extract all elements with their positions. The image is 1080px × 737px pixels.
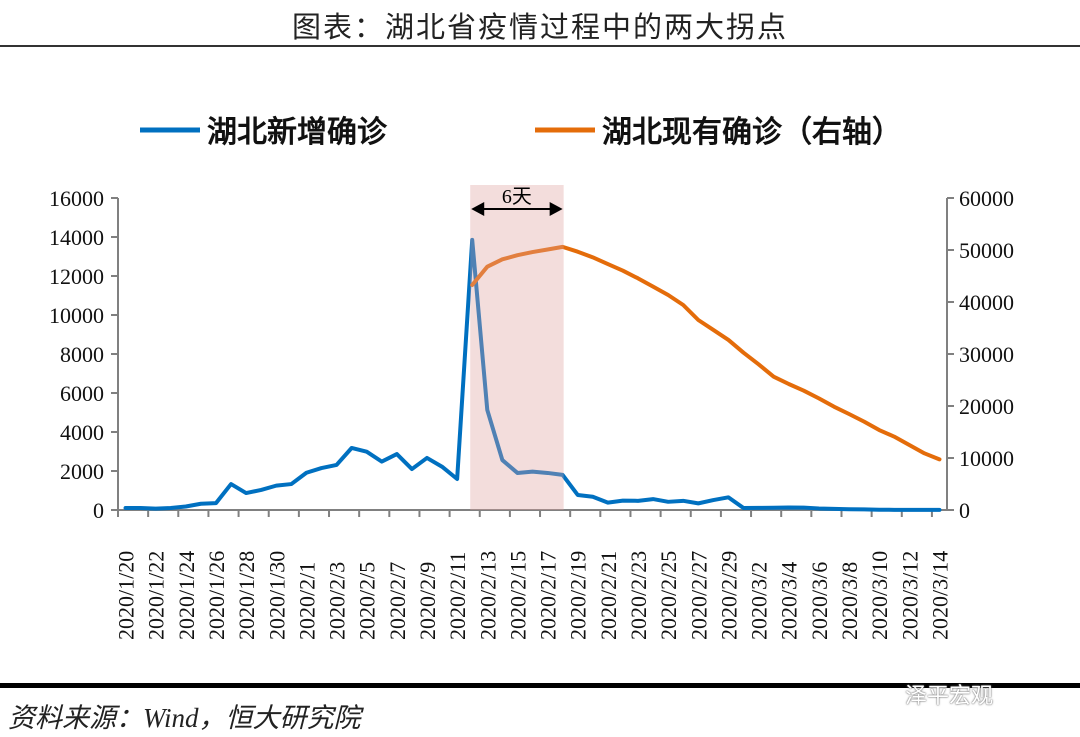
x-tick-label: 2020/2/11 bbox=[445, 552, 470, 640]
x-tick-label: 2020/2/13 bbox=[475, 551, 500, 640]
x-tick-label: 2020/2/27 bbox=[686, 551, 711, 640]
left-tick-label: 14000 bbox=[49, 225, 104, 250]
right-tick-label: 30000 bbox=[959, 342, 1014, 367]
x-tick-label: 2020/2/19 bbox=[566, 551, 591, 640]
x-tick-label: 2020/3/12 bbox=[897, 551, 922, 640]
watermark: 泽平宏观 bbox=[905, 683, 994, 708]
arrow-right-head bbox=[549, 202, 563, 216]
right-tick-label: 10000 bbox=[959, 446, 1014, 471]
right-tick-label: 40000 bbox=[959, 290, 1014, 315]
x-tick-label: 2020/2/1 bbox=[294, 562, 319, 640]
x-tick-label: 2020/1/24 bbox=[174, 551, 199, 640]
x-tick-label: 2020/1/22 bbox=[144, 551, 169, 640]
x-tick-label: 2020/1/30 bbox=[264, 551, 289, 640]
x-tick-label: 2020/2/15 bbox=[505, 551, 530, 640]
source-note: 资料来源：Wind，恒大研究院 bbox=[8, 703, 361, 733]
duration-label: 6天 bbox=[502, 186, 532, 208]
x-tick-label: 2020/2/23 bbox=[626, 551, 651, 640]
left-tick-label: 0 bbox=[93, 498, 104, 523]
x-tick-label: 2020/3/4 bbox=[777, 562, 802, 640]
left-tick-label: 12000 bbox=[49, 264, 104, 289]
x-tick-label: 2020/2/17 bbox=[536, 551, 561, 640]
highlight-band bbox=[470, 185, 564, 510]
x-tick-label: 2020/3/6 bbox=[807, 562, 832, 640]
x-tick-label: 2020/2/5 bbox=[355, 562, 380, 640]
left-tick-label: 8000 bbox=[60, 342, 104, 367]
x-tick-label: 2020/2/3 bbox=[325, 562, 350, 640]
x-tick-label: 2020/2/29 bbox=[716, 551, 741, 640]
series-line-orange bbox=[470, 244, 942, 462]
right-tick-label: 60000 bbox=[959, 186, 1014, 211]
legend-label-blue: 湖北新增确诊 bbox=[207, 115, 388, 150]
left-tick-label: 16000 bbox=[49, 186, 104, 211]
x-tick-label: 2020/3/2 bbox=[747, 562, 772, 640]
left-tick-label: 4000 bbox=[60, 420, 104, 445]
x-tick-label: 2020/2/25 bbox=[656, 551, 681, 640]
x-tick-label: 2020/1/28 bbox=[234, 551, 259, 640]
right-tick-label: 20000 bbox=[959, 394, 1014, 419]
title-divider bbox=[0, 45, 1080, 47]
legend-label-orange: 湖北现有确诊（右轴） bbox=[602, 115, 902, 150]
x-tick-label: 2020/3/8 bbox=[837, 562, 862, 640]
x-tick-label: 2020/2/9 bbox=[415, 562, 440, 640]
chart-title: 图表：湖北省疫情过程中的两大拐点 bbox=[291, 12, 788, 44]
arrow-left-head bbox=[471, 202, 485, 216]
x-tick-label: 2020/2/7 bbox=[385, 562, 410, 640]
left-tick-label: 6000 bbox=[60, 381, 104, 406]
x-tick-label: 2020/3/10 bbox=[867, 551, 892, 640]
legend: 湖北新增确诊 湖北现有确诊（右轴） bbox=[140, 115, 902, 150]
x-tick-label: 2020/1/26 bbox=[204, 551, 229, 640]
right-tick-label: 0 bbox=[959, 498, 970, 523]
x-tick-label: 2020/2/21 bbox=[596, 551, 621, 640]
footer-divider bbox=[0, 683, 1080, 688]
x-tick-label: 2020/3/14 bbox=[927, 551, 952, 640]
x-tick-label: 2020/1/20 bbox=[114, 551, 139, 640]
left-tick-label: 10000 bbox=[49, 303, 104, 328]
left-tick-label: 2000 bbox=[60, 459, 104, 484]
right-tick-label: 50000 bbox=[959, 238, 1014, 263]
